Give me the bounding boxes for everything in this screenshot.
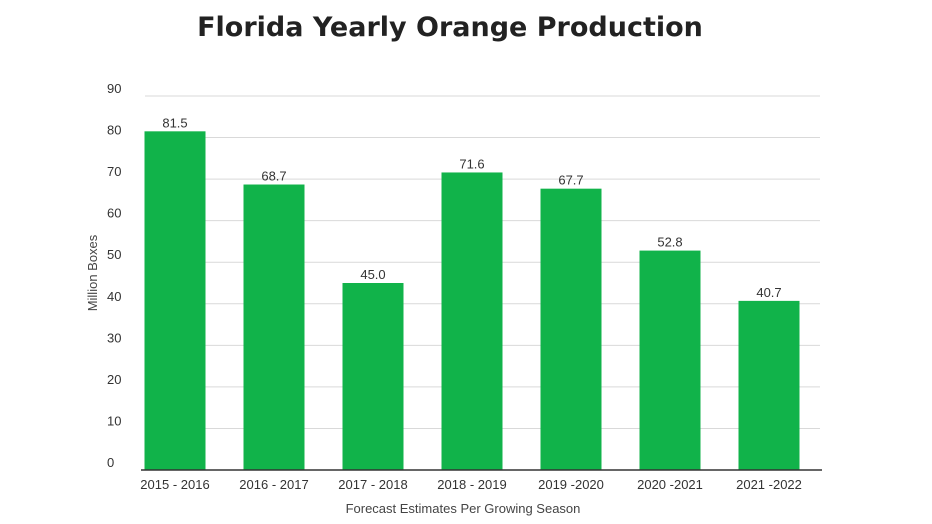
y-tick-label: 50 [107, 247, 121, 262]
data-label: 40.7 [756, 285, 781, 300]
x-axis-title: Forecast Estimates Per Growing Season [346, 501, 581, 516]
y-tick-label: 40 [107, 289, 121, 304]
bar [243, 184, 305, 470]
data-label: 68.7 [261, 169, 286, 184]
x-tick-label: 2015 - 2016 [140, 477, 209, 492]
data-label: 81.5 [162, 115, 187, 130]
bar [540, 188, 602, 470]
bar [342, 283, 404, 470]
y-tick-label: 70 [107, 164, 121, 179]
y-tick-label: 90 [107, 81, 121, 96]
y-tick-label: 20 [107, 372, 121, 387]
bar [144, 131, 206, 471]
y-axis-title: Million Boxes [85, 234, 100, 311]
y-tick-label: 30 [107, 330, 121, 345]
data-label: 71.6 [459, 156, 484, 171]
x-tick-label: 2016 - 2017 [239, 477, 308, 492]
y-tick-label: 0 [107, 455, 114, 470]
x-tick-label: 2018 - 2019 [437, 477, 506, 492]
x-tick-label: 2017 - 2018 [338, 477, 407, 492]
y-tick-label: 80 [107, 123, 121, 138]
bar [738, 300, 800, 470]
x-tick-label: 2020 -2021 [637, 477, 703, 492]
bar [441, 172, 503, 470]
data-label: 45.0 [360, 267, 385, 282]
data-label: 67.7 [558, 173, 583, 188]
x-tick-label: 2019 -2020 [538, 477, 604, 492]
bar [639, 250, 701, 470]
data-label: 52.8 [657, 235, 682, 250]
y-tick-label: 60 [107, 206, 121, 221]
chart-title: Florida Yearly Orange Production [197, 12, 703, 43]
y-tick-label: 10 [107, 413, 121, 428]
x-tick-label: 2021 -2022 [736, 477, 802, 492]
